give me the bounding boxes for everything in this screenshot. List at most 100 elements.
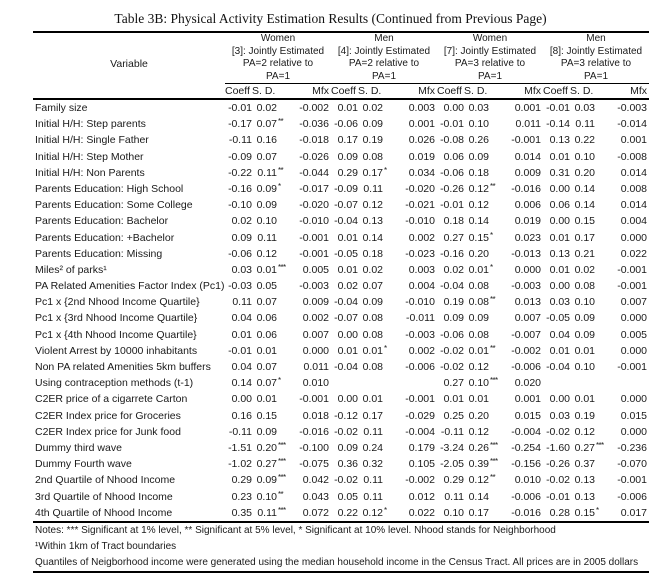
sd-value: 0.11 xyxy=(363,490,383,503)
mfx-value: 0.011 xyxy=(515,118,542,131)
sd-value: 0.01 xyxy=(574,344,595,357)
sd-value: 0.02 xyxy=(362,263,383,276)
mfx-value: 0.179 xyxy=(408,441,435,454)
sd-value: 0.15 xyxy=(574,215,595,228)
sd-value: 0.14 xyxy=(574,199,595,212)
mfx-value: 0.023 xyxy=(514,231,541,244)
group2-base: PA=1 xyxy=(372,70,396,82)
coeff-value: -0.17 xyxy=(228,118,252,131)
coeff-value: 0.02 xyxy=(231,215,252,228)
coeff-value: 0.03 xyxy=(549,296,570,309)
mfx-value: 0.072 xyxy=(302,506,329,519)
coeff-value: -0.11 xyxy=(228,425,252,438)
row-label: Pc1 x {2nd Nhood Income Quartile} xyxy=(35,296,200,309)
coeff-value: -0.02 xyxy=(546,425,570,438)
sd-header: S. D. xyxy=(252,85,276,97)
mfx-value: -0.001 xyxy=(299,393,329,406)
coeff-value: 0.09 xyxy=(337,441,358,454)
sig-stars: *** xyxy=(278,505,286,515)
group4-relative: PA=3 relative to xyxy=(560,58,632,69)
sd-value: 0.10 xyxy=(574,150,595,163)
coeff-value: 0.09 xyxy=(337,150,358,163)
sd-value: 0.12 xyxy=(468,182,489,195)
row-label: Dummy Fourth wave xyxy=(35,458,132,471)
sig-stars xyxy=(595,260,607,276)
row-label: Non PA related Amenities 5km buffers xyxy=(35,361,211,373)
note-significance: Notes: *** Significant at 1% level, ** S… xyxy=(35,524,556,536)
sd-value: 0.24 xyxy=(362,441,383,454)
row-label: 2nd Quartile of Nhood Income xyxy=(35,474,176,487)
coeff-header: Coeff xyxy=(437,85,462,97)
mfx-value: -0.001 xyxy=(299,247,329,260)
coeff-value: -1.02 xyxy=(228,458,252,471)
coeff-value: -0.02 xyxy=(546,474,570,487)
mfx-value: 0.043 xyxy=(302,490,329,503)
coeff-value: 0.01 xyxy=(337,231,358,244)
table-row: Pc1 x {4th Nhood Income Quartile} 0.01 0.0… xyxy=(33,327,649,343)
sig-stars xyxy=(489,147,501,163)
coeff-value: 0.14 xyxy=(231,377,252,390)
coeff-value: 0.29 xyxy=(231,474,252,487)
mfx-value: 0.007 xyxy=(302,328,329,341)
sd-value: 0.15 xyxy=(574,506,595,519)
mfx-value: 0.002 xyxy=(302,312,329,325)
group2-relative: PA=2 relative to xyxy=(348,58,420,69)
sd-value: 0.02 xyxy=(256,102,277,114)
coeff-value: 0.18 xyxy=(443,215,464,228)
sig-stars xyxy=(595,163,607,179)
mfx-value: -0.001 xyxy=(617,474,647,487)
coeff-value: 0.29 xyxy=(443,474,464,487)
sig-stars: *** xyxy=(490,440,498,450)
coeff-value: 0.10 xyxy=(443,506,464,519)
mfx-value: -0.006 xyxy=(511,361,541,373)
mfx-value: -0.001 xyxy=(617,361,647,373)
sig-stars xyxy=(383,244,395,260)
sd-value: 0.11 xyxy=(257,166,277,179)
coeff-value: -0.02 xyxy=(440,344,464,357)
row-label: Dummy third wave xyxy=(35,441,122,454)
coeff-value: 0.23 xyxy=(231,490,252,503)
sig-stars xyxy=(277,389,289,405)
sig-stars: ** xyxy=(278,165,284,175)
coeff-value: 0.13 xyxy=(549,134,570,147)
coeff-value: -0.16 xyxy=(440,247,464,260)
table-row: Miles² of parks¹ 0.03 0.01 *** 0.005 0.01 0.02… xyxy=(33,262,649,278)
sig-stars xyxy=(595,325,607,341)
sd-value: 0.11 xyxy=(257,231,277,244)
sd-value: 0.07 xyxy=(362,280,383,293)
mfx-value: 0.014 xyxy=(620,199,647,212)
sd-value: 0.12 xyxy=(362,506,383,519)
mfx-value: 0.018 xyxy=(302,409,329,422)
sig-stars xyxy=(489,211,501,227)
group-gender-row: Women Men Women Men xyxy=(33,33,649,46)
sd-value: 0.09 xyxy=(256,199,277,212)
table-row: Family size -0.01 0.02 -0.002 0.01 0.02 0.003 0… xyxy=(33,100,649,116)
sig-stars xyxy=(383,292,395,308)
sd-value: 0.18 xyxy=(362,247,383,260)
coeff-value: -0.01 xyxy=(546,490,570,503)
coeff-value: 0.00 xyxy=(337,393,358,406)
group1-base: PA=1 xyxy=(266,70,290,82)
sd-value: 0.08 xyxy=(362,328,383,341)
sig-stars xyxy=(489,503,501,519)
sig-stars xyxy=(595,195,607,211)
table-row: 2nd Quartile of Nhood Income 0.29 0.09 *** 0… xyxy=(33,472,649,488)
sd-header: S. D. xyxy=(570,85,594,97)
mfx-value: -0.070 xyxy=(617,458,647,471)
sig-stars xyxy=(383,276,395,292)
sd-value: 0.13 xyxy=(362,215,383,228)
sd-value: 0.15 xyxy=(256,409,277,422)
sd-value: 0.03 xyxy=(468,102,489,114)
row-label: Family size xyxy=(35,102,88,114)
coeff-header: Coeff xyxy=(331,85,356,97)
sd-value: 0.01 xyxy=(256,393,277,406)
sd-value: 0.37 xyxy=(574,458,595,471)
coeff-value: 0.06 xyxy=(549,199,570,212)
mfx-value: -0.001 xyxy=(511,134,541,147)
sig-stars: *** xyxy=(278,440,286,450)
sig-stars: *** xyxy=(278,457,286,467)
row-label: Miles² of parks¹ xyxy=(35,263,107,276)
row-label: Parents Education: Some College xyxy=(35,199,193,212)
mfx-value: -0.075 xyxy=(299,458,329,471)
